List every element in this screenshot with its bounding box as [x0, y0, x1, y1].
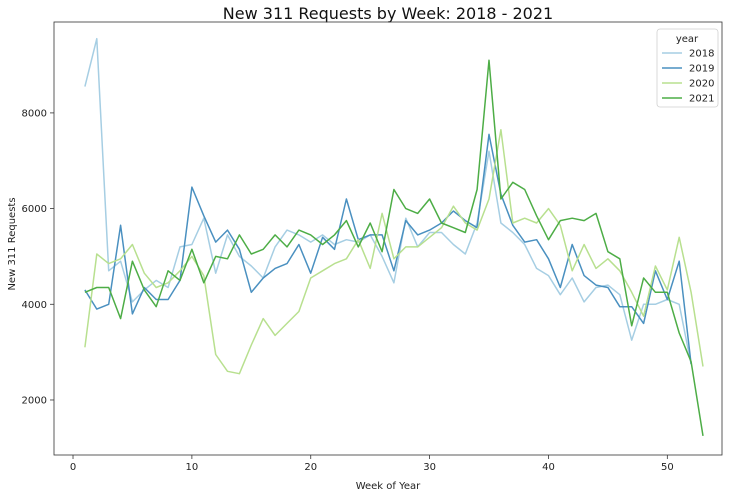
- legend-label-2019: 2019: [689, 64, 714, 75]
- y-tick-label: 4000: [22, 300, 47, 311]
- y-tick-label: 2000: [22, 395, 47, 406]
- x-tick-label: 30: [423, 462, 436, 473]
- x-axis-label: Week of Year: [356, 481, 421, 492]
- x-axis: 0 10 20 30 40 50: [70, 455, 674, 473]
- legend: year 2018 2019 2020 2021: [656, 28, 719, 108]
- legend-entries: 2018 2019 2020 2021: [662, 49, 714, 105]
- legend-title: year: [676, 34, 699, 45]
- x-tick-label: 0: [70, 462, 76, 473]
- x-tick-label: 10: [186, 462, 199, 473]
- y-axis: 2000 4000 6000 8000: [22, 108, 54, 406]
- chart-title: New 311 Requests by Week: 2018 - 2021: [223, 4, 553, 23]
- x-tick-label: 50: [661, 462, 674, 473]
- plot-area: [53, 21, 723, 456]
- series-line-2018: [84, 37, 692, 365]
- series-lines: [84, 37, 704, 437]
- series-line-2021: [84, 59, 704, 437]
- legend-label-2020: 2020: [689, 79, 714, 90]
- y-tick-label: 8000: [22, 108, 47, 119]
- y-axis-label: New 311 Requests: [7, 197, 18, 290]
- legend-box: [656, 28, 719, 108]
- legend-label-2018: 2018: [689, 49, 714, 60]
- x-tick-label: 20: [304, 462, 317, 473]
- series-line-2020: [84, 128, 704, 375]
- legend-label-2021: 2021: [689, 94, 714, 105]
- y-tick-label: 6000: [22, 204, 47, 215]
- series-line-2019: [84, 133, 692, 365]
- x-tick-label: 40: [542, 462, 555, 473]
